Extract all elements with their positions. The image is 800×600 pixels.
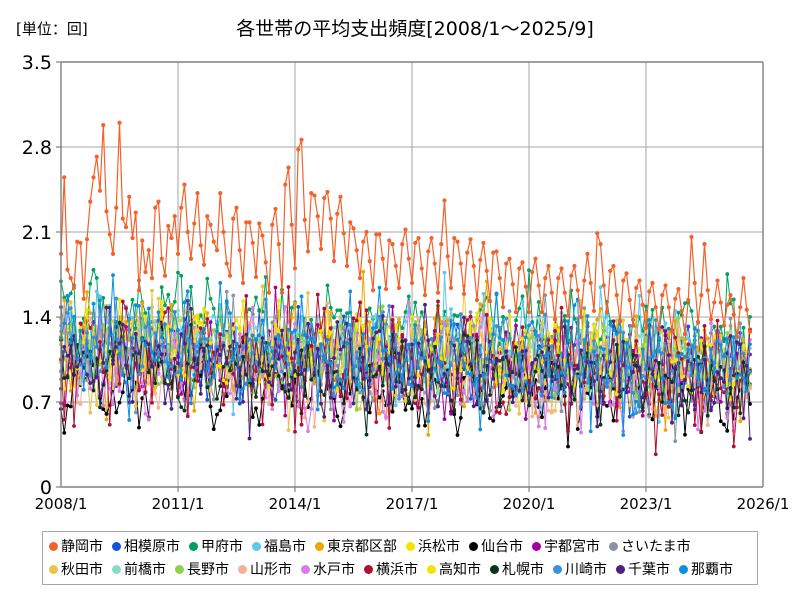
legend-item-label: 甲府市 (201, 538, 243, 555)
legend-item-label: 山形市 (250, 561, 292, 578)
unit-label: [単位：回] (16, 20, 88, 38)
legend-item-秋田市[interactable]: 秋田市 (49, 563, 103, 577)
legend-item-甲府市[interactable]: 甲府市 (189, 540, 243, 554)
legend-item-label: 東京都区部 (327, 538, 397, 555)
legend-item-label: さいたま市 (621, 538, 691, 555)
legend-marker-icon (112, 542, 121, 551)
legend-marker-icon (315, 542, 324, 551)
legend-marker-icon (679, 565, 688, 574)
legend-item-水戸市[interactable]: 水戸市 (301, 563, 355, 577)
legend-marker-icon (49, 565, 58, 574)
legend-item-前橋市[interactable]: 前橋市 (112, 563, 166, 577)
legend-item-東京都区部[interactable]: 東京都区部 (315, 540, 397, 554)
legend-item-label: 浜松市 (418, 538, 460, 555)
legend-marker-icon (469, 542, 478, 551)
legend-item-宇都宮市[interactable]: 宇都宮市 (532, 540, 600, 554)
legend-item-千葉市[interactable]: 千葉市 (616, 563, 670, 577)
legend-marker-icon (609, 542, 618, 551)
line-chart-svg: 0 0.7 1.4 2.1 2.8 3.5 2008/1 2011/1 2014/1 2017/1… (22, 52, 790, 513)
legend-item-label: 仙台市 (481, 538, 523, 555)
legend-item-label: 千葉市 (628, 561, 670, 578)
legend-item-label: 宇都宮市 (544, 538, 600, 555)
legend-marker-icon (406, 542, 415, 551)
x-axis-tick-label: 2023/1 (620, 495, 673, 513)
legend-marker-icon (427, 565, 436, 574)
legend-marker-icon (553, 565, 562, 574)
legend-item-label: 長野市 (187, 561, 229, 578)
legend-item-山形市[interactable]: 山形市 (238, 563, 292, 577)
legend-item-label: 横浜市 (376, 561, 418, 578)
legend-marker-icon (301, 565, 310, 574)
y-axis-tick-label: 0 (40, 477, 52, 499)
legend-item-静岡市[interactable]: 静岡市 (49, 540, 103, 554)
y-axis-tick-label: 2.1 (22, 222, 52, 244)
x-axis-tick-label: 2008/1 (35, 495, 88, 513)
legend-marker-icon (49, 542, 58, 551)
legend-item-福島市[interactable]: 福島市 (252, 540, 306, 554)
legend-row-2: 秋田市 前橋市 長野市 山形市 水戸市 横浜市 高知市 札幌市 川崎市 千葉市 那覇市 (43, 558, 757, 581)
x-axis-tick-label: 2026/1 (737, 495, 790, 513)
legend-marker-icon (112, 565, 121, 574)
legend-item-label: 福島市 (264, 538, 306, 555)
x-axis-tick-label: 2014/1 (269, 495, 322, 513)
series-那覇市 (59, 273, 752, 437)
legend-marker-icon (532, 542, 541, 551)
chart-title: 各世帯の平均支出頻度[2008/1～2025/9] (236, 18, 594, 40)
chart-legend: 静岡市 相模原市 甲府市 福島市 東京都区部 浜松市 仙台市 宇都宮市 さいたま市 秋田市 前橋市… (42, 531, 758, 585)
legend-marker-icon (364, 565, 373, 574)
x-axis-tick-label: 2017/1 (386, 495, 439, 513)
legend-item-相模原市[interactable]: 相模原市 (112, 540, 180, 554)
y-axis-tick-label: 0.7 (22, 392, 52, 414)
legend-item-川崎市[interactable]: 川崎市 (553, 563, 607, 577)
legend-item-label: 川崎市 (565, 561, 607, 578)
x-axis-tick-label: 2011/1 (152, 495, 205, 513)
legend-item-高知市[interactable]: 高知市 (427, 563, 481, 577)
y-axis-tick-label: 3.5 (22, 52, 52, 74)
legend-item-label: 前橋市 (124, 561, 166, 578)
legend-item-浜松市[interactable]: 浜松市 (406, 540, 460, 554)
legend-item-長野市[interactable]: 長野市 (175, 563, 229, 577)
legend-item-label: 静岡市 (61, 538, 103, 555)
legend-row-1: 静岡市 相模原市 甲府市 福島市 東京都区部 浜松市 仙台市 宇都宮市 さいたま市 (43, 535, 757, 558)
legend-item-仙台市[interactable]: 仙台市 (469, 540, 523, 554)
legend-item-label: 秋田市 (61, 561, 103, 578)
legend-marker-icon (616, 565, 625, 574)
legend-item-那覇市[interactable]: 那覇市 (679, 563, 733, 577)
legend-marker-icon (490, 565, 499, 574)
legend-item-横浜市[interactable]: 横浜市 (364, 563, 418, 577)
legend-item-label: 相模原市 (124, 538, 180, 555)
legend-marker-icon (189, 542, 198, 551)
y-axis-tick-label: 1.4 (22, 307, 52, 329)
legend-item-さいたま市[interactable]: さいたま市 (609, 540, 691, 554)
legend-marker-icon (238, 565, 247, 574)
legend-marker-icon (175, 565, 184, 574)
legend-item-label: 札幌市 (502, 561, 544, 578)
legend-marker-icon (252, 542, 261, 551)
legend-item-label: 水戸市 (313, 561, 355, 578)
x-axis-tick-label: 2020/1 (503, 495, 556, 513)
legend-item-札幌市[interactable]: 札幌市 (490, 563, 544, 577)
y-axis-tick-label: 2.8 (22, 137, 52, 159)
legend-item-label: 那覇市 (691, 561, 733, 578)
series-静岡市 (58, 120, 753, 339)
legend-item-label: 高知市 (439, 561, 481, 578)
